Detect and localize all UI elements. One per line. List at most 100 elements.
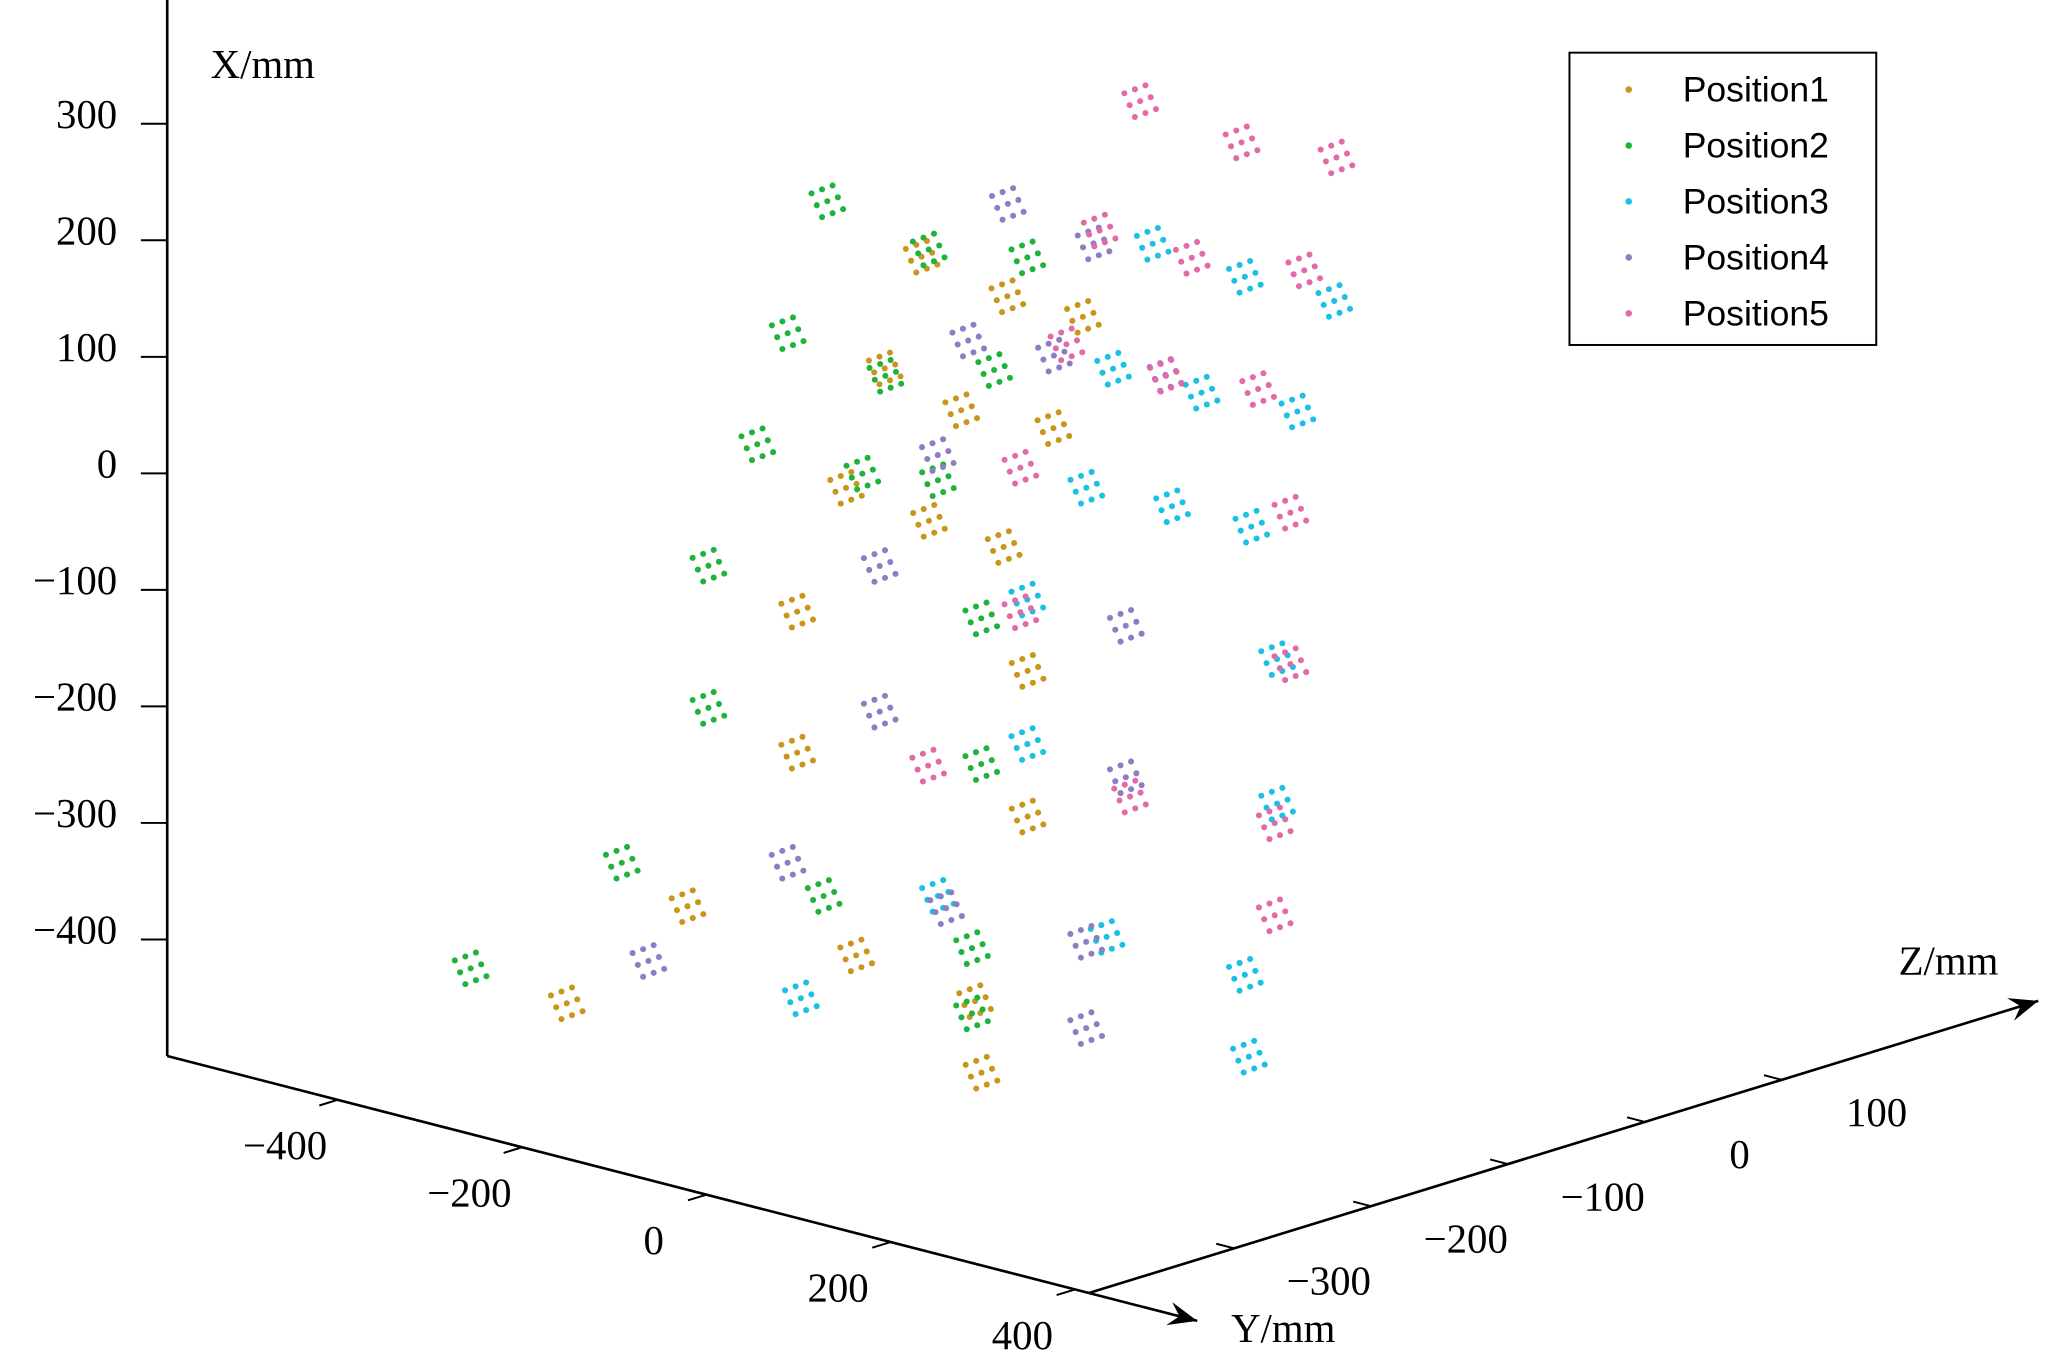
point [825, 904, 832, 911]
point [1142, 801, 1149, 808]
point [1029, 752, 1036, 759]
point [579, 1008, 586, 1015]
point [700, 693, 707, 700]
point [1022, 593, 1029, 600]
point-cluster [1317, 138, 1356, 177]
point [1317, 146, 1324, 153]
point [1056, 364, 1063, 371]
point [1271, 501, 1278, 508]
point-cluster [956, 982, 994, 1020]
point-cluster [1239, 370, 1277, 408]
point [1004, 200, 1011, 207]
point [966, 986, 973, 993]
point [710, 716, 717, 723]
point [1088, 1036, 1095, 1043]
point [1078, 500, 1085, 507]
point [1172, 246, 1179, 253]
point [858, 964, 865, 971]
point [1029, 266, 1036, 273]
point [1270, 393, 1277, 400]
point [1238, 139, 1245, 146]
point [881, 574, 889, 581]
point [799, 761, 806, 768]
point-cluster [1067, 468, 1106, 507]
point [935, 758, 942, 765]
point [941, 254, 948, 261]
point [994, 204, 1001, 211]
point [1016, 551, 1023, 558]
point [1173, 368, 1180, 375]
point [1058, 329, 1065, 336]
point [694, 566, 701, 573]
point [1104, 381, 1111, 388]
point [929, 440, 936, 447]
point [1012, 452, 1019, 459]
point [1241, 971, 1248, 978]
point [789, 314, 796, 321]
point [1019, 756, 1026, 763]
point-cluster [942, 391, 981, 430]
point [842, 956, 849, 963]
point [1103, 933, 1110, 940]
point [1013, 744, 1020, 752]
point [705, 704, 712, 711]
point [1276, 804, 1284, 811]
point [1328, 142, 1335, 149]
point [1014, 289, 1021, 296]
point-cluster [909, 230, 948, 269]
point [1066, 360, 1073, 367]
point [967, 764, 974, 772]
point [1194, 238, 1201, 245]
axis-arrow [1166, 1302, 1198, 1326]
point [1072, 942, 1079, 949]
point [959, 325, 966, 332]
point [876, 708, 883, 715]
point [1098, 922, 1105, 929]
point [1085, 256, 1092, 263]
point [799, 733, 806, 740]
point [920, 533, 927, 540]
series [629, 185, 1185, 1047]
point [1242, 539, 1250, 546]
point [1306, 279, 1313, 286]
legend-marker [1625, 142, 1633, 149]
point [887, 559, 894, 566]
point [881, 720, 889, 727]
point [1117, 790, 1124, 797]
point [602, 851, 610, 858]
point [929, 493, 936, 500]
point [783, 612, 790, 619]
point [1295, 283, 1302, 290]
point [1315, 290, 1322, 297]
point [858, 492, 865, 499]
point-cluster [1106, 758, 1145, 797]
point [804, 745, 811, 752]
point [1139, 244, 1146, 251]
point [925, 517, 932, 524]
point [1349, 162, 1356, 169]
point [1047, 333, 1054, 340]
point [860, 555, 867, 562]
point [1108, 918, 1115, 925]
point [1067, 476, 1074, 483]
point [809, 616, 816, 623]
point [1249, 374, 1256, 381]
point [1232, 515, 1239, 522]
point [784, 859, 791, 866]
point [1209, 385, 1216, 392]
point [1261, 1061, 1268, 1068]
point [1282, 497, 1289, 504]
point [866, 712, 873, 719]
point [789, 843, 796, 850]
point [779, 847, 786, 854]
point [779, 346, 786, 353]
point [869, 466, 876, 473]
point [941, 525, 948, 532]
point-cluster [919, 461, 957, 500]
point [1249, 135, 1256, 142]
point [1079, 244, 1087, 251]
point [1158, 507, 1165, 514]
point [1052, 345, 1059, 352]
point [1153, 495, 1160, 502]
point [1131, 86, 1138, 93]
